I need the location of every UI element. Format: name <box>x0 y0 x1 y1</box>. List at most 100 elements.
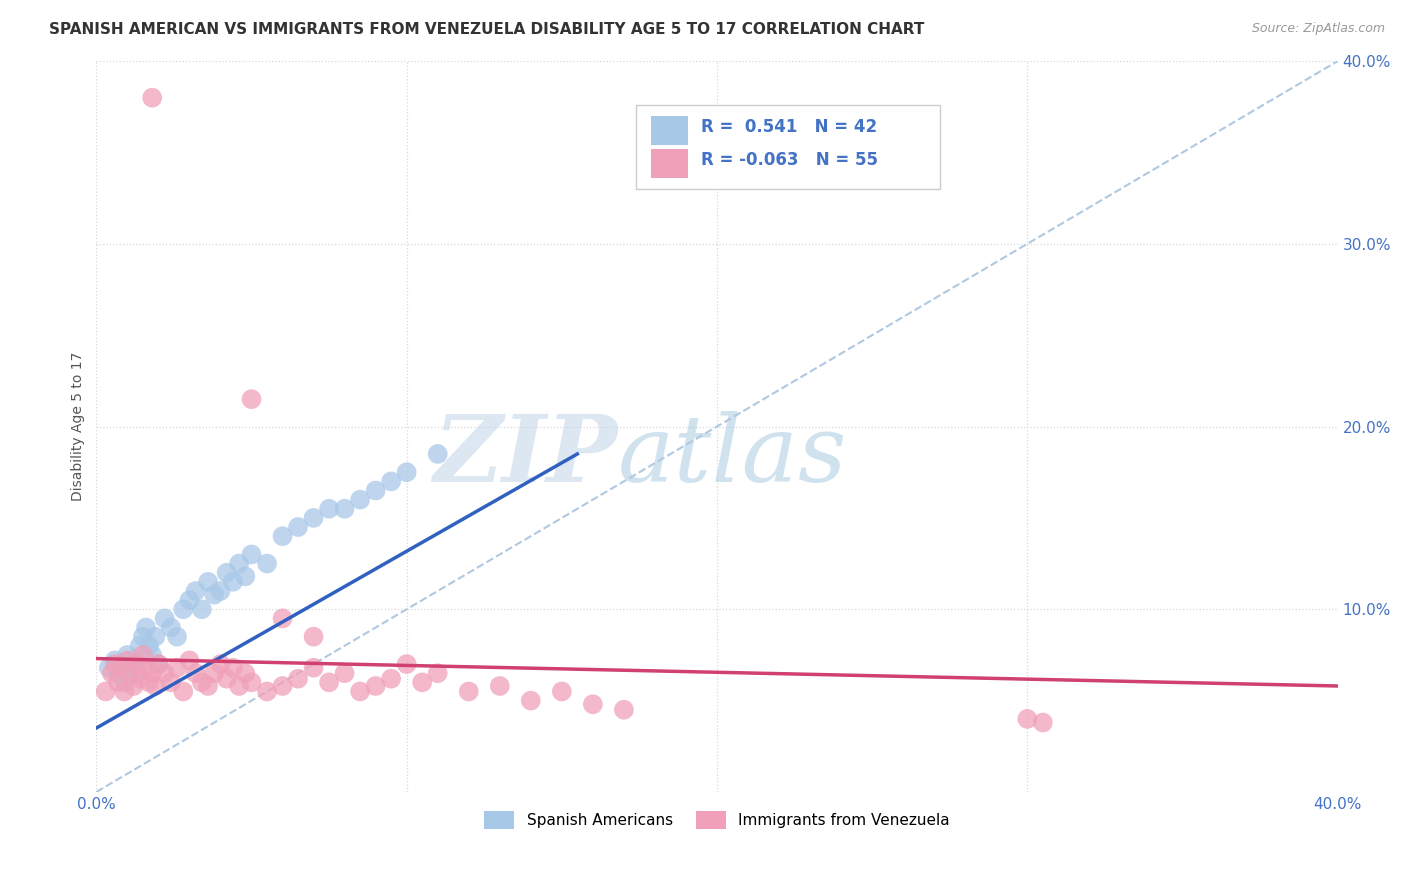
Point <box>240 675 263 690</box>
Point <box>271 679 294 693</box>
Point <box>125 657 148 671</box>
Point <box>159 675 181 690</box>
Point <box>271 529 294 543</box>
Point <box>132 648 155 662</box>
Point <box>520 693 543 707</box>
Point <box>302 630 325 644</box>
Point <box>122 653 145 667</box>
Point <box>172 684 194 698</box>
FancyBboxPatch shape <box>637 105 941 189</box>
Point <box>166 661 188 675</box>
Point <box>233 569 256 583</box>
Point <box>135 661 157 675</box>
Point <box>128 639 150 653</box>
Point <box>302 511 325 525</box>
Point <box>215 672 238 686</box>
Point <box>138 675 160 690</box>
Point <box>215 566 238 580</box>
Point <box>197 679 219 693</box>
Legend: Spanish Americans, Immigrants from Venezuela: Spanish Americans, Immigrants from Venez… <box>478 805 956 836</box>
Point <box>112 684 135 698</box>
Point <box>148 657 170 671</box>
Point <box>197 574 219 589</box>
Text: R = -0.063   N = 55: R = -0.063 N = 55 <box>700 151 877 169</box>
Point <box>122 679 145 693</box>
Point <box>191 602 214 616</box>
Point <box>179 653 201 667</box>
Text: R =  0.541   N = 42: R = 0.541 N = 42 <box>700 118 877 136</box>
Point <box>179 593 201 607</box>
Point <box>110 661 132 675</box>
Point <box>457 684 479 698</box>
Point <box>128 672 150 686</box>
Text: ZIP: ZIP <box>433 411 617 500</box>
Point <box>143 630 166 644</box>
Point <box>202 666 225 681</box>
Point <box>364 483 387 498</box>
Point <box>333 666 356 681</box>
Point <box>613 703 636 717</box>
Point <box>104 657 127 671</box>
Point <box>349 684 371 698</box>
Point <box>107 666 129 681</box>
Point <box>107 675 129 690</box>
Point <box>240 548 263 562</box>
Point <box>287 520 309 534</box>
Point <box>104 653 127 667</box>
Point <box>132 630 155 644</box>
Y-axis label: Disability Age 5 to 17: Disability Age 5 to 17 <box>72 351 86 501</box>
Point <box>172 602 194 616</box>
Point <box>141 648 163 662</box>
Point <box>209 657 232 671</box>
Point <box>287 672 309 686</box>
Point <box>184 666 207 681</box>
Point <box>582 698 605 712</box>
Point <box>135 621 157 635</box>
Point <box>380 475 402 489</box>
Point <box>302 661 325 675</box>
Point <box>240 392 263 406</box>
Point <box>1017 712 1039 726</box>
Point <box>141 666 163 681</box>
Point <box>318 501 340 516</box>
Point <box>395 657 418 671</box>
Point <box>222 574 245 589</box>
Point <box>551 684 574 698</box>
Point <box>97 661 120 675</box>
Point <box>228 679 250 693</box>
Point <box>222 661 245 675</box>
Point <box>426 666 449 681</box>
Point <box>333 501 356 516</box>
Point <box>117 653 139 667</box>
Point <box>202 588 225 602</box>
Point <box>120 666 142 681</box>
Point <box>117 648 139 662</box>
Text: Source: ZipAtlas.com: Source: ZipAtlas.com <box>1251 22 1385 36</box>
Point <box>380 672 402 686</box>
Text: SPANISH AMERICAN VS IMMIGRANTS FROM VENEZUELA DISABILITY AGE 5 TO 17 CORRELATION: SPANISH AMERICAN VS IMMIGRANTS FROM VENE… <box>49 22 925 37</box>
Point <box>256 684 278 698</box>
Point <box>318 675 340 690</box>
Point <box>94 684 117 698</box>
Point <box>153 666 176 681</box>
Point <box>143 679 166 693</box>
Point <box>1032 715 1054 730</box>
Point <box>271 611 294 625</box>
Point <box>153 611 176 625</box>
Point <box>256 557 278 571</box>
Point <box>411 675 433 690</box>
Point <box>395 465 418 479</box>
Point <box>209 584 232 599</box>
Point <box>364 679 387 693</box>
Point <box>184 584 207 599</box>
Point <box>166 630 188 644</box>
Point <box>120 661 142 675</box>
Point <box>148 657 170 671</box>
Point <box>141 91 163 105</box>
Bar <box>651 149 689 178</box>
Point <box>138 639 160 653</box>
Point <box>112 675 135 690</box>
Point <box>228 557 250 571</box>
Point <box>426 447 449 461</box>
Point <box>233 666 256 681</box>
